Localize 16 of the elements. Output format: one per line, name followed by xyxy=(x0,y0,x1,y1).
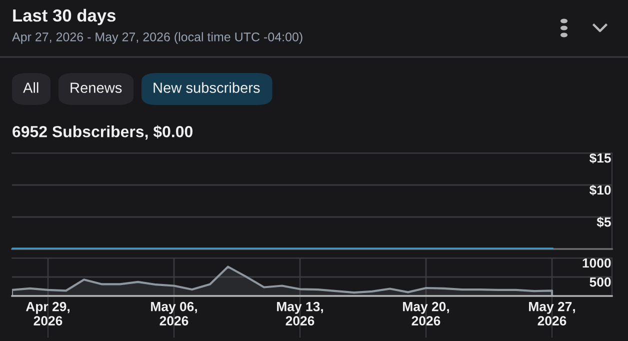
chart-subtitle: Apr 27, 2026 - May 27, 2026 (local time UTC -04:00) xyxy=(12,32,302,44)
x-tick-label: May 27, 2026 xyxy=(529,302,575,326)
text: New subscribers xyxy=(154,82,260,93)
text: 6952 Subscribers, $0.00 xyxy=(12,125,192,140)
y-tick-label: $15 xyxy=(589,152,611,164)
y-tick-label: $10 xyxy=(589,184,611,196)
y-tick-label: $5 xyxy=(596,216,611,228)
text: Renews xyxy=(70,82,122,93)
y-tick-label: 500 xyxy=(590,277,611,287)
y-tick-label: 1000 xyxy=(582,258,611,268)
x-tick-label: May 20, 2026 xyxy=(403,302,449,326)
text: All xyxy=(23,82,38,93)
chart-title: Last 30 days xyxy=(13,8,116,26)
x-tick-label: Apr 29, 2026 xyxy=(26,302,70,326)
x-tick-label: May 13, 2026 xyxy=(277,302,323,326)
x-tick-label: May 06, 2026 xyxy=(151,302,197,326)
